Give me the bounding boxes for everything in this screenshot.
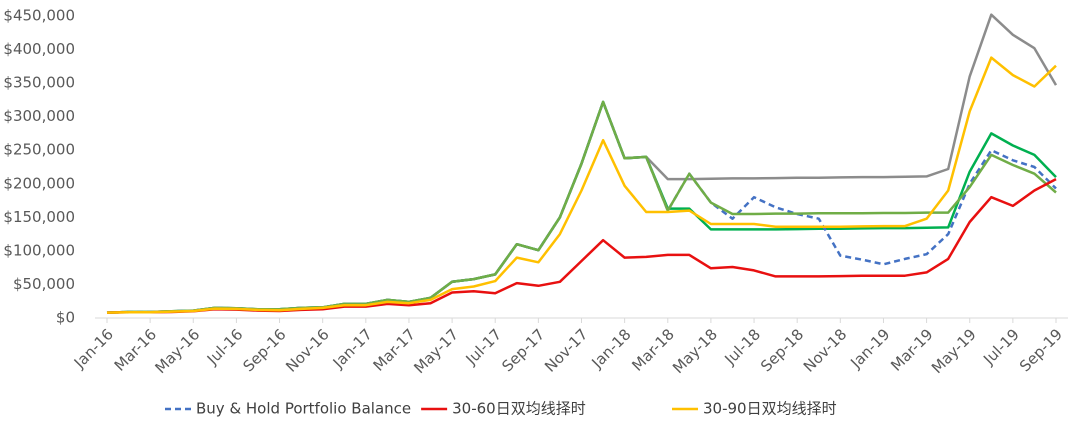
x-tick-label: May-18 (669, 325, 721, 377)
x-tick-label: Mar-18 (628, 325, 677, 374)
x-tick-label: Nov-17 (541, 325, 591, 375)
series-line (106, 56, 1057, 314)
x-tick-label: Jan-19 (846, 325, 893, 372)
series-line (106, 177, 1057, 314)
x-tick-label: May-19 (928, 325, 980, 377)
series-line (106, 100, 1057, 314)
y-tick-label: $450,000 (3, 7, 75, 25)
x-tick-label: Mar-16 (111, 325, 160, 374)
y-tick-label: $300,000 (3, 107, 75, 125)
x-tick-label: Jan-17 (329, 325, 376, 372)
x-tick-label: Nov-16 (282, 325, 332, 375)
series-line (106, 100, 1057, 314)
x-tick-label: Sep-18 (757, 325, 807, 375)
x-tick-label: Mar-17 (370, 325, 419, 374)
y-tick-label: $400,000 (3, 40, 75, 58)
x-tick-label: Mar-19 (887, 325, 936, 374)
x-tick-label: May-17 (410, 325, 462, 377)
y-tick-label: $0 (56, 309, 75, 327)
x-tick-label: May-16 (151, 325, 203, 377)
x-tick-label: Sep-19 (1016, 325, 1066, 375)
x-tick-label: Sep-17 (498, 325, 548, 375)
x-tick-label: Jan-18 (588, 325, 635, 372)
y-tick-label: $150,000 (3, 208, 75, 226)
series-line (106, 100, 1057, 314)
legend-label: Buy & Hold Portfolio Balance (196, 400, 411, 418)
y-tick-label: $250,000 (3, 141, 75, 159)
y-tick-label: $200,000 (3, 174, 75, 192)
x-tick-label: Sep-16 (240, 325, 290, 375)
x-tick-label: Jan-16 (70, 325, 117, 372)
y-tick-label: $50,000 (13, 275, 75, 293)
x-tick-label: Nov-18 (800, 325, 850, 375)
legend-label: 30-90日双均线择时 (703, 400, 837, 418)
y-tick-label: $100,000 (3, 241, 75, 259)
y-tick-label: $350,000 (3, 74, 75, 92)
legend-label: 30-60日双均线择时 (452, 400, 586, 418)
